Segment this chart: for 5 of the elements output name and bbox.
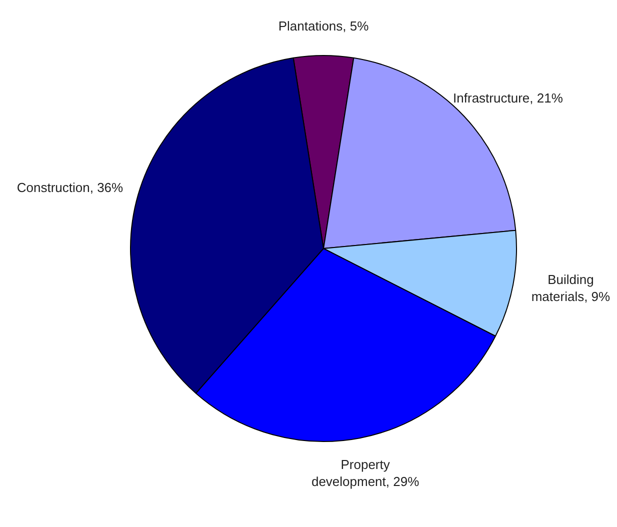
slice-label: Infrastructure, 21% — [453, 90, 564, 106]
slice-label: Property development, 29% — [311, 457, 420, 490]
slice-label: Construction, 36% — [16, 180, 124, 195]
slice-label: Building materials, 9% — [531, 272, 611, 304]
slice-label: Plantations, 5% — [278, 18, 370, 34]
